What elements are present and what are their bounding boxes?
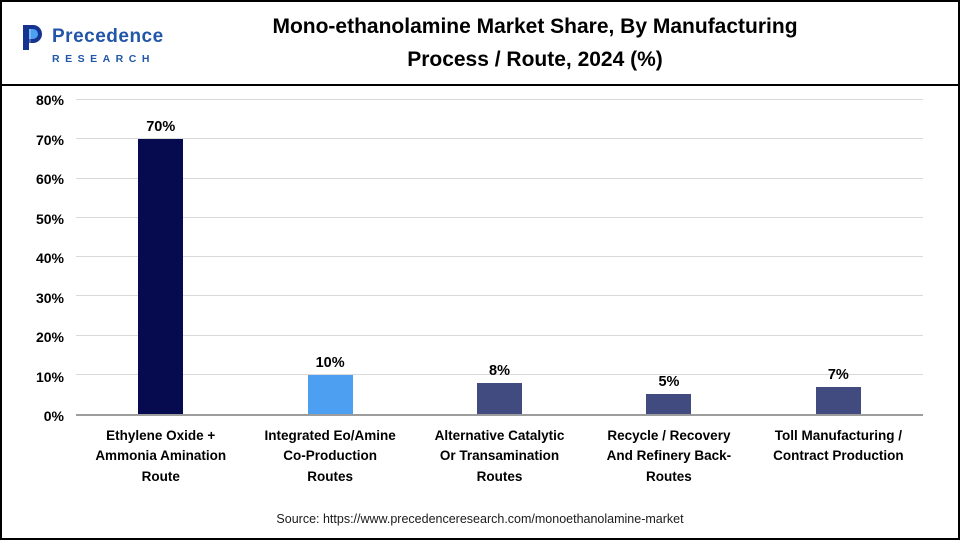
y-tick-label: 0% [43, 408, 64, 424]
bar-value-label: 7% [827, 366, 849, 383]
chart-title-line2: Process / Route, 2024 (%) [407, 48, 663, 71]
y-tick-label: 20% [35, 329, 64, 345]
chart-area: 0% 10% 20% 30% 40% 50% 60% 70% 80% 70% 10% 8% 5% 7% … [2, 86, 958, 502]
bar-value-label: 8% [489, 362, 510, 379]
bar-4 [646, 394, 692, 414]
gridline [76, 256, 923, 257]
precedence-logo: Precedence RESEARCH [20, 24, 190, 65]
gridline [76, 177, 923, 179]
bar-1 [138, 139, 184, 414]
plot-wrap: 0% 10% 20% 30% 40% 50% 60% 70% 80% 70% 10% 8% 5% 7% [24, 92, 923, 424]
x-axis-label: Toll Manufacturing / Contract Production [773, 428, 904, 464]
x-axis-label: Ethylene Oxide + Ammonia Amination Route [95, 428, 227, 484]
bar-value-label: 5% [658, 374, 680, 391]
y-tick-label: 70% [35, 131, 64, 148]
bar-column: 70% [76, 100, 245, 414]
source-line: Source: https://www.precedenceresearch.c… [2, 502, 958, 538]
x-axis-label: Alternative Catalytic Or Transamination Ro… [434, 428, 565, 484]
gridline [76, 99, 923, 100]
x-axis-label: Recycle / Recovery And Refinery Back- Rout… [606, 428, 732, 484]
logo-name: Precedence [52, 26, 164, 47]
source-text: Source: https://www.precedenceresearch.c… [276, 512, 684, 526]
y-tick-label: 80% [35, 92, 64, 108]
gridline [76, 373, 923, 375]
y-tick-label: 40% [35, 250, 64, 266]
y-tick-label: 50% [35, 210, 64, 227]
bar-column: 8% [415, 100, 584, 414]
bar-3 [477, 382, 523, 414]
header: Precedence RESEARCH Mono-ethanolamine Ma… [2, 2, 958, 86]
plot-area: 70% 10% 8% 5% 7% [76, 99, 923, 416]
y-tick-label: 60% [35, 171, 64, 187]
x-axis-label: Integrated Eo/Amine Co-Production Routes [264, 428, 396, 484]
bar-column: 5% [584, 100, 753, 414]
bar-value-label: 70% [146, 119, 176, 136]
bar-column: 7% [754, 100, 923, 414]
chart-title: Mono-ethanolamine Market Share, By Manuf… [190, 11, 940, 76]
gridline [76, 216, 923, 218]
bar-value-label: 10% [315, 354, 345, 371]
bar-column: 10% [245, 100, 414, 414]
y-tick-label: 30% [35, 289, 64, 306]
bar-5 [815, 386, 861, 414]
gridline [76, 138, 923, 140]
gridline [76, 334, 923, 336]
logo-subtext: RESEARCH [52, 52, 155, 65]
bars-container: 70% 10% 8% 5% 7% [76, 100, 923, 414]
y-tick-label: 10% [35, 368, 64, 385]
logo-row: Precedence [20, 24, 190, 51]
x-axis-labels: Ethylene Oxide + Ammonia Amination Route In… [76, 416, 923, 487]
gridline [76, 295, 923, 297]
y-axis: 0% 10% 20% 30% 40% 50% 60% 70% 80% [24, 92, 76, 424]
bar-2 [307, 374, 353, 414]
logo-p-icon [23, 24, 42, 50]
chart-title-line1: Mono-ethanolamine Market Share, By Manuf… [272, 15, 798, 39]
